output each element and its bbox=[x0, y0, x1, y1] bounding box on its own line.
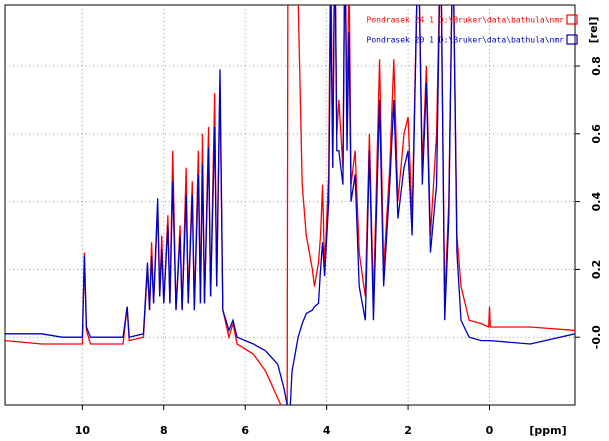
lines bbox=[5, 5, 575, 405]
y-tick-label: 0.2 bbox=[590, 260, 603, 280]
y-tick-label: -0.0 bbox=[590, 325, 603, 349]
legend-label: Pondrasek 24 1 D:\Bruker\data\bathula\nm… bbox=[367, 16, 565, 25]
x-axis-label: [ppm] bbox=[529, 424, 566, 437]
x-tick-label: 4 bbox=[323, 424, 331, 437]
plot-frame bbox=[4, 4, 576, 406]
legend-label: Pondrasek 20 1 D:\Bruker\data\bathula\nm… bbox=[367, 36, 565, 45]
legend-swatch bbox=[566, 34, 578, 45]
spectrum-line bbox=[5, 5, 575, 405]
y-tick-label: 0.8 bbox=[590, 56, 603, 76]
axes: 10 8 6 4 2 0 -0.0 0.2 0.4 0.6 0.8 Pondrasek 24 1 D:… bbox=[75, 14, 603, 437]
y-tick-label: 0.4 bbox=[590, 192, 603, 212]
x-tick-label: 10 bbox=[75, 424, 91, 437]
x-tick-label: 8 bbox=[160, 424, 168, 437]
grid bbox=[5, 5, 575, 405]
x-tick-label: 0 bbox=[486, 424, 494, 437]
y-axis-label: [rel] bbox=[587, 17, 600, 44]
legend-swatch bbox=[566, 14, 578, 25]
x-tick-label: 6 bbox=[241, 424, 249, 437]
x-tick-label: 2 bbox=[404, 424, 412, 437]
y-tick-label: 0.6 bbox=[590, 124, 603, 144]
